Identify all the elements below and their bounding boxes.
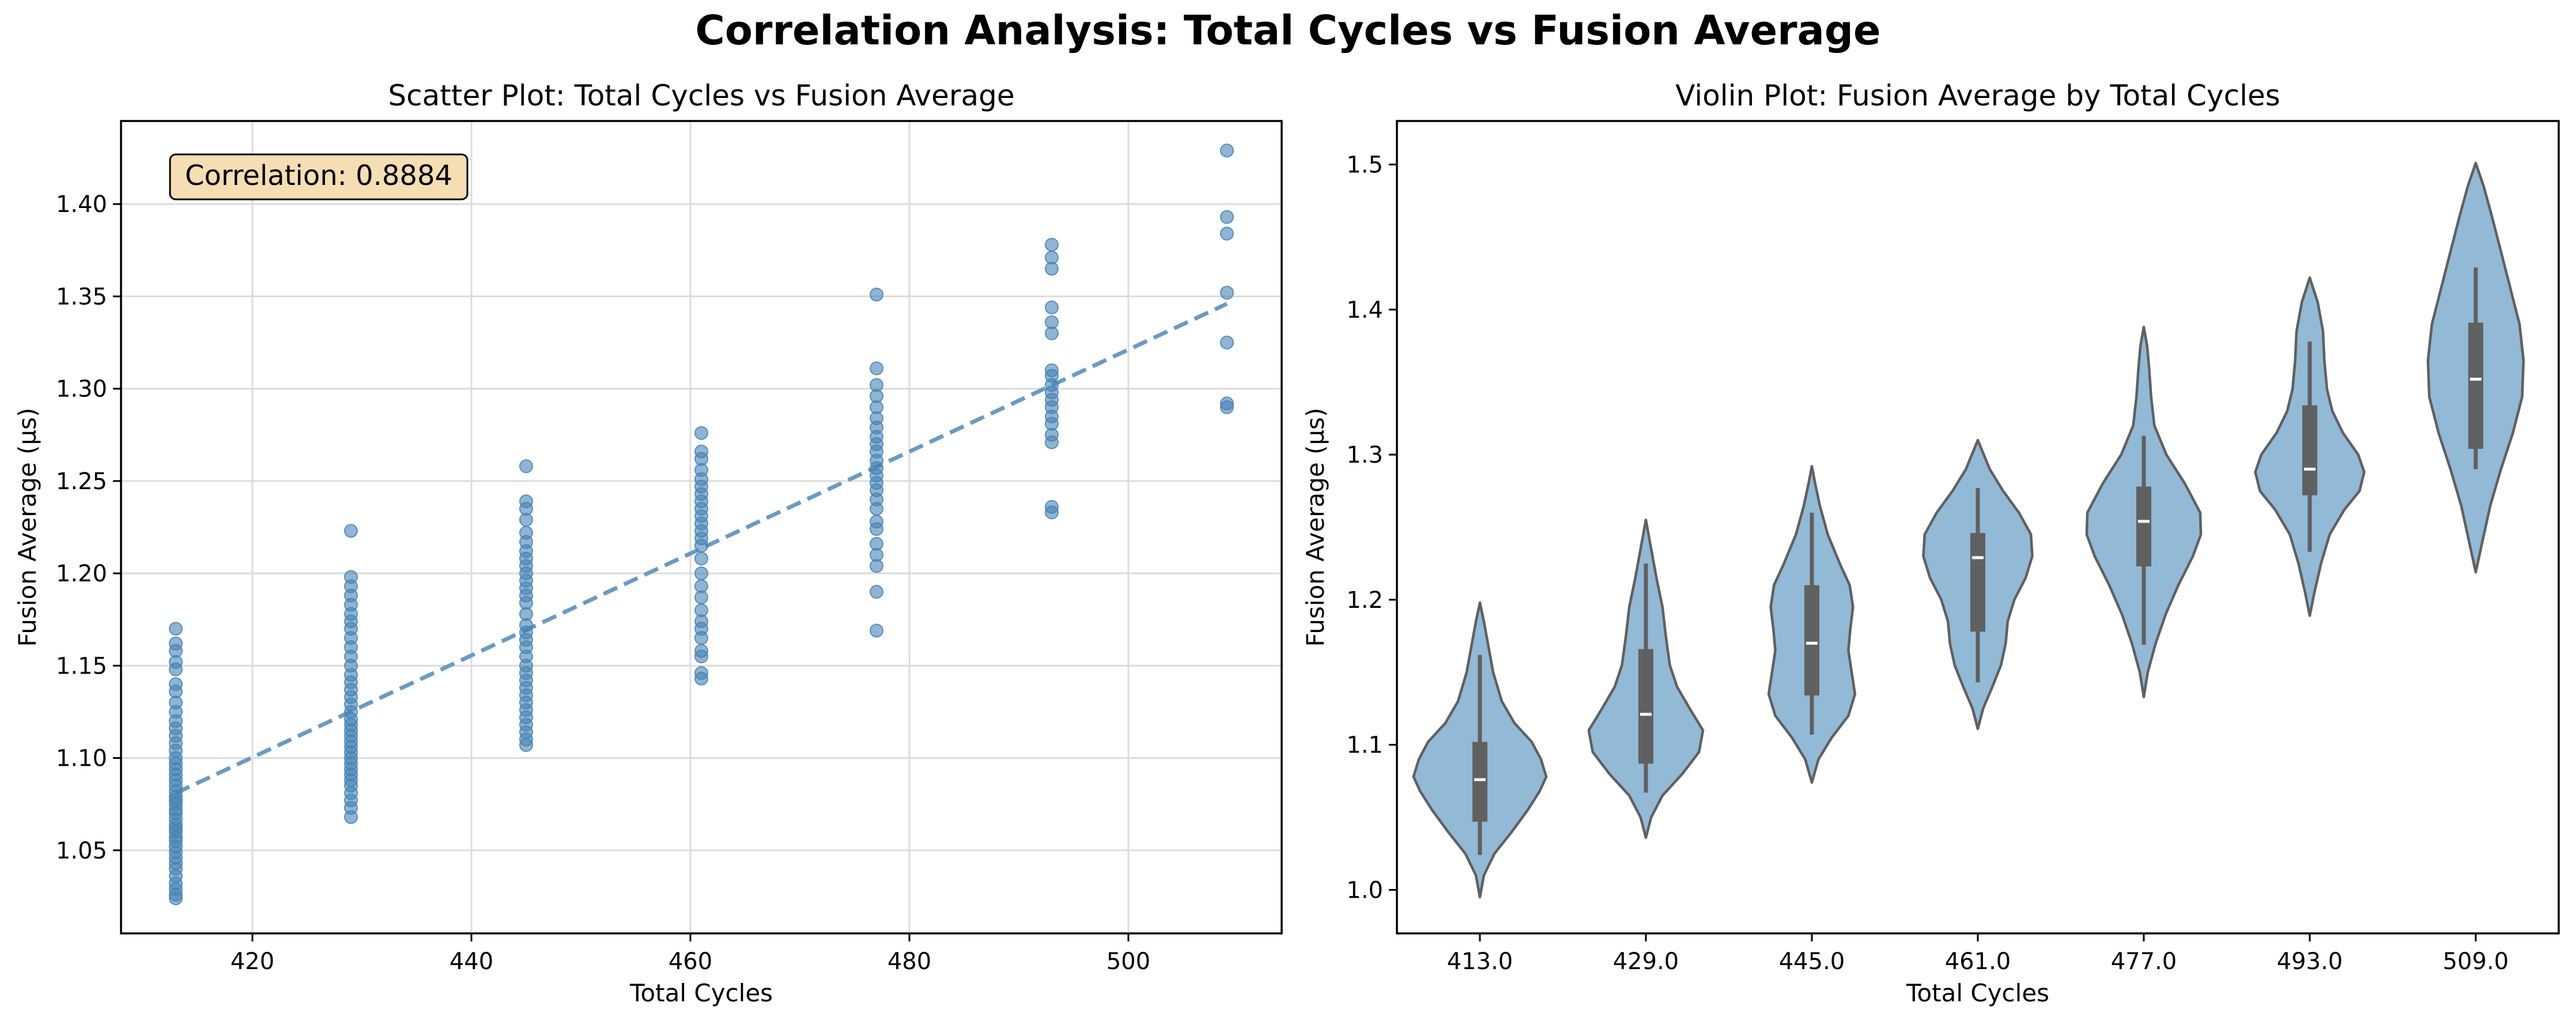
violin-group (2254, 276, 2366, 617)
scatter-point (519, 513, 533, 527)
scatter-panel: Scatter Plot: Total Cycles vs Fusion Ave… (13, 79, 1283, 1007)
correlation-label: Correlation: 0.8884 (185, 160, 452, 192)
scatter-point (1220, 226, 1234, 241)
violin-y-tick-label: 1.0 (1346, 877, 1383, 903)
scatter-point (870, 288, 883, 302)
scatter-point (870, 522, 883, 536)
violin-y-axis-label: Fusion Average (µs) (1301, 408, 1329, 647)
scatter-x-ticks: 420 440 460 480 500 (231, 933, 1150, 975)
violin-x-axis-label: Total Cycles (1906, 979, 2049, 1007)
scatter-point (870, 559, 883, 573)
scatter-x-axis-label: Total Cycles (629, 979, 773, 1007)
scatter-point (1220, 210, 1234, 224)
scatter-point (694, 566, 708, 581)
scatter-plot-frame (120, 120, 1283, 935)
scatter-y-tick-label: 1.30 (56, 376, 107, 403)
violin-group (2426, 161, 2525, 574)
violin-y-tick-label: 1.4 (1346, 297, 1383, 323)
violin-iqr-box (2302, 405, 2317, 496)
scatter-point (694, 590, 708, 604)
scatter-point (519, 738, 533, 752)
scatter-point (694, 671, 708, 686)
scatter-title: Scatter Plot: Total Cycles vs Fusion Ave… (388, 79, 1014, 112)
scatter-x-tick-label: 460 (668, 948, 712, 975)
scatter-point (870, 501, 883, 516)
violin-x-tick-label: 509.0 (2443, 948, 2509, 975)
scatter-point (169, 662, 183, 676)
scatter-x-tick-label: 480 (887, 948, 931, 975)
correlation-box (169, 153, 469, 201)
scatter-point (694, 426, 708, 440)
violin-group (1922, 438, 2034, 731)
violin-title: Violin Plot: Fusion Average by Total Cyc… (1675, 79, 2280, 112)
scatter-point (1045, 237, 1059, 252)
scatter-points (169, 143, 1234, 906)
scatter-point (519, 459, 533, 474)
scatter-point (1220, 335, 1234, 350)
violin-iqr-box (1638, 649, 1653, 764)
scatter-point (1045, 505, 1059, 520)
scatter-y-tick-label: 1.20 (56, 561, 107, 587)
violin-group (1767, 464, 1857, 784)
scatter-point (694, 631, 708, 645)
scatter-point (1045, 300, 1059, 315)
scatter-point (344, 810, 358, 824)
violin-x-tick-label: 429.0 (1613, 948, 1679, 975)
figure-title: Correlation Analysis: Total Cycles vs Fu… (695, 7, 1881, 54)
scatter-point (1220, 286, 1234, 300)
violin-iqr-box (1472, 742, 1487, 822)
scatter-point (169, 891, 183, 906)
scatter-x-tick-label: 440 (450, 948, 493, 975)
violin-iqr-box (1804, 585, 1819, 696)
violin-y-tick-label: 1.1 (1346, 732, 1383, 759)
scatter-point (169, 622, 183, 636)
scatter-y-ticks: 1.05 1.10 1.15 1.20 1.25 1.30 1.35 1.40 (56, 191, 121, 864)
violin-x-tick-label: 413.0 (1447, 948, 1513, 975)
violin-x-tick-label: 477.0 (2111, 948, 2177, 975)
scatter-point (694, 539, 708, 553)
violin-panel: Violin Plot: Fusion Average by Total Cyc… (1301, 79, 2560, 1007)
scatter-y-tick-label: 1.40 (56, 191, 107, 218)
violin-group (1412, 601, 1548, 899)
scatter-y-tick-label: 1.05 (56, 838, 107, 864)
scatter-x-tick-label: 500 (1106, 948, 1150, 975)
scatter-point (870, 623, 883, 638)
violin-y-tick-label: 1.2 (1346, 587, 1383, 614)
scatter-x-tick-label: 420 (231, 948, 274, 975)
violin-x-tick-label: 445.0 (1779, 948, 1845, 975)
violin-iqr-box (2136, 486, 2151, 566)
violin-iqr-box (1970, 533, 1985, 632)
scatter-point (1220, 400, 1234, 414)
scatter-point (1045, 435, 1059, 449)
violin-group (1587, 519, 1705, 839)
scatter-point (870, 585, 883, 599)
scatter-point (1220, 143, 1234, 158)
scatter-point (870, 361, 883, 376)
scatter-point (1045, 262, 1059, 276)
scatter-y-tick-label: 1.35 (56, 283, 107, 310)
scatter-y-tick-label: 1.10 (56, 746, 107, 772)
scatter-point (344, 524, 358, 538)
scatter-y-tick-label: 1.25 (56, 468, 107, 495)
scatter-y-axis-label: Fusion Average (µs) (13, 408, 41, 647)
scatter-y-tick-label: 1.15 (56, 653, 107, 679)
correlation-annotation: Correlation: 0.8884 (169, 153, 469, 201)
violin-y-tick-label: 1.5 (1346, 152, 1383, 179)
violin-iqr-box (2468, 322, 2483, 449)
scatter-point (694, 649, 708, 664)
violin-group (2085, 326, 2203, 698)
scatter-point (694, 551, 708, 566)
violin-y-ticks: 1.0 1.1 1.2 1.3 1.4 1.5 (1346, 152, 1397, 903)
violin-y-tick-label: 1.3 (1346, 442, 1383, 468)
scatter-point (1045, 326, 1059, 341)
violin-x-ticks: 413.0 429.0 445.0 461.0 477.0 493.0 509.0 (1447, 933, 2509, 975)
violin-x-tick-label: 493.0 (2277, 948, 2343, 975)
violin-x-tick-label: 461.0 (1945, 948, 2011, 975)
violin-shapes (1412, 161, 2525, 899)
